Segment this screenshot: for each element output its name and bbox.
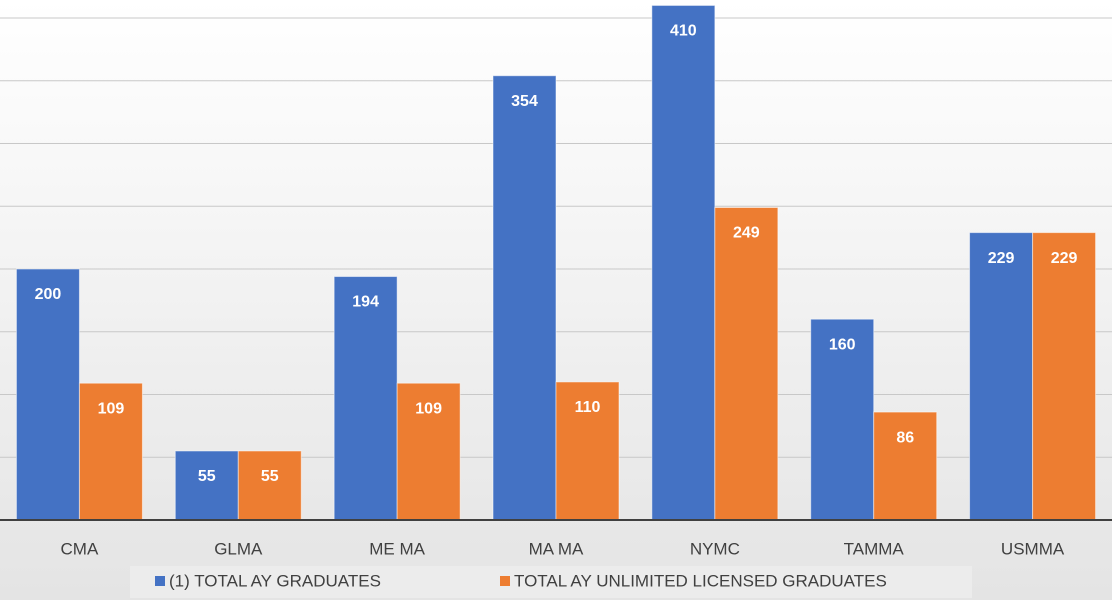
bar	[810, 318, 875, 521]
x-tick-label: GLMA	[214, 539, 263, 558]
x-tick-label: NYMC	[690, 539, 740, 558]
data-label: 109	[98, 400, 125, 417]
data-label: 249	[733, 225, 760, 242]
bar	[492, 75, 557, 521]
data-label: 110	[575, 399, 601, 416]
x-tick-label: ME MA	[369, 539, 425, 558]
data-label: 229	[988, 250, 1015, 267]
x-tick-label: CMA	[61, 539, 99, 558]
legend-swatch	[155, 576, 165, 586]
data-label: 86	[896, 429, 914, 446]
legend-label: (1) TOTAL AY GRADUATES	[169, 571, 381, 590]
bar	[651, 4, 716, 521]
legend-label: TOTAL AY UNLIMITED LICENSED GRADUATES	[514, 571, 887, 590]
bar	[873, 411, 938, 521]
data-label: 55	[198, 468, 216, 485]
bar	[714, 207, 779, 521]
bar	[969, 232, 1034, 521]
bar	[174, 450, 239, 521]
legend-box	[130, 566, 972, 598]
bar	[396, 382, 461, 521]
x-tick-label: USMMA	[1001, 539, 1065, 558]
bar	[333, 276, 398, 521]
data-label: 229	[1051, 250, 1078, 267]
data-label: 410	[670, 23, 697, 40]
bar	[237, 450, 302, 521]
data-label: 109	[415, 400, 442, 417]
data-label: 160	[829, 336, 856, 353]
data-label: 200	[35, 286, 62, 303]
bar	[555, 381, 620, 521]
x-tick-label: TAMMA	[844, 539, 905, 558]
data-label: 194	[352, 294, 379, 311]
data-label: 55	[261, 468, 279, 485]
bar	[15, 268, 80, 521]
bar	[1032, 232, 1097, 521]
legend-swatch	[500, 576, 510, 586]
x-tick-label: MA MA	[529, 539, 584, 558]
data-label: 354	[511, 93, 538, 110]
bar	[78, 382, 143, 521]
